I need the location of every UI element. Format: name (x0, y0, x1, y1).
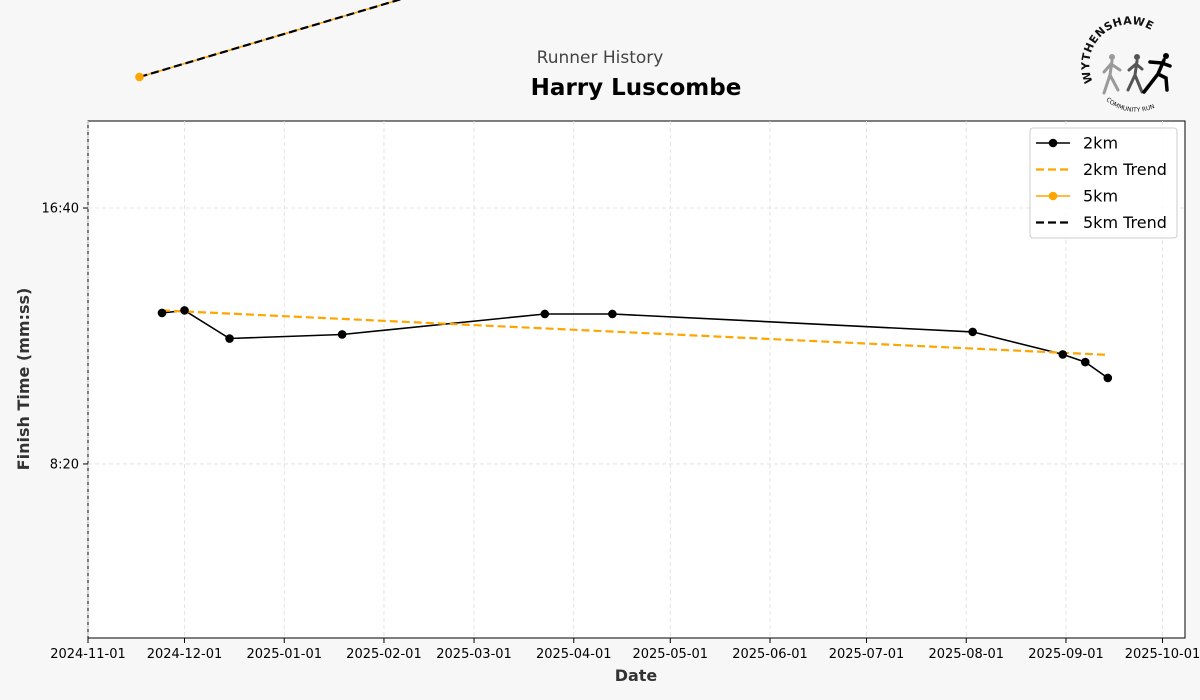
x-tick-label: 2024-12-01 (147, 647, 223, 662)
series-line-5km-trend (139, 0, 403, 79)
legend-box (1029, 127, 1178, 239)
legend-label-2km-trend: 2km Trend (1083, 160, 1167, 179)
plot-area (87, 120, 1186, 639)
series-markers (135, 72, 1113, 383)
x-tick-label: 2025-09-01 (1028, 647, 1104, 662)
data-point-2km (1103, 373, 1113, 383)
series-lines (139, 0, 1109, 379)
series-line-2km-trend (161, 309, 1108, 356)
data-point-2km (608, 309, 617, 319)
wythenshawe-logo: WYTHENSHAWE COMMUNITY RUN (1079, 14, 1172, 114)
data-point-2km (337, 330, 347, 339)
chart-title: Harry Luscombe (531, 75, 742, 101)
series-line-2km (161, 309, 1109, 379)
legend-label-2km: 2km (1083, 134, 1118, 153)
chart-supertitle: Runner History (537, 48, 664, 68)
x-tick-label: 2024-11-01 (50, 647, 126, 662)
x-gridlines (87, 121, 1163, 638)
x-tick-label: 2025-10-01 (1125, 647, 1200, 662)
legend-label-5km-trend: 5km Trend (1083, 213, 1167, 232)
x-tick-label: 2025-07-01 (829, 647, 905, 662)
x-tick-label: 2025-06-01 (732, 647, 808, 662)
data-point-5km (135, 72, 144, 82)
legend-marker-5km (1048, 191, 1058, 201)
logo-top-text: WYTHENSHAWE (1079, 14, 1156, 85)
x-axis-label: Date (615, 666, 658, 685)
y-tick-label: 16:40 (42, 202, 79, 217)
x-tick-label: 2025-03-01 (436, 647, 512, 662)
x-tick-label: 2025-01-01 (246, 647, 322, 662)
x-axis-ticks: 2024-11-01 2024-12-01 2025-01-01 2025-02-01… (50, 638, 1200, 662)
y-axis-label: Finish Time (mm:ss) (14, 288, 33, 471)
x-tick-label: 2025-08-01 (928, 647, 1004, 662)
y-gridlines (88, 207, 1185, 465)
x-tick-label: 2025-04-01 (536, 647, 612, 662)
data-point-2km (968, 327, 977, 337)
data-point-2km (225, 334, 234, 343)
legend: 2km 2km Trend 5km 5km Trend (1029, 127, 1178, 239)
x-tick-label: 2025-05-01 (632, 647, 708, 662)
x-tick-label: 2025-02-01 (346, 647, 422, 662)
data-point-2km (1058, 350, 1068, 359)
logo-bottom-text: COMMUNITY RUN (1105, 96, 1156, 114)
y-tick-label: 8:20 (50, 457, 79, 472)
legend-marker-2km (1048, 138, 1058, 148)
data-point-2km (540, 309, 550, 319)
data-point-2km (180, 306, 189, 315)
data-point-2km (157, 308, 167, 318)
data-point-2km (1080, 357, 1090, 367)
legend-label-5km: 5km (1083, 187, 1118, 206)
runner-silhouettes-icon (1102, 53, 1172, 95)
